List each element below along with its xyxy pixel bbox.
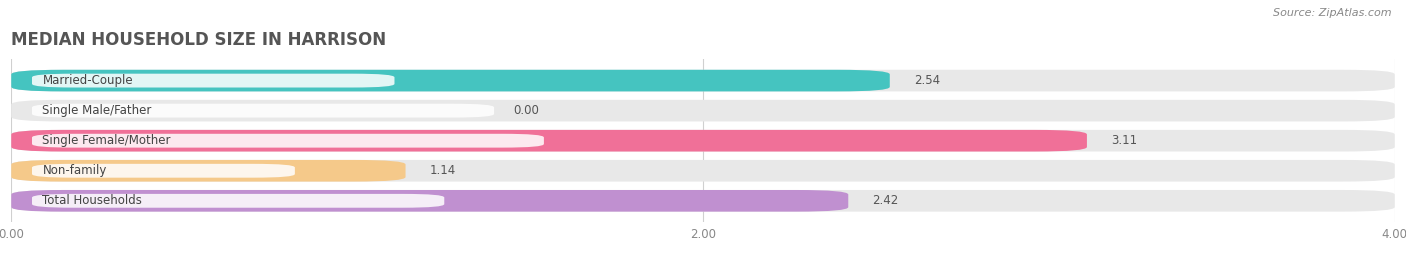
Text: 2.42: 2.42 — [873, 194, 898, 207]
Text: 3.11: 3.11 — [1111, 134, 1137, 147]
Text: 2.54: 2.54 — [914, 74, 941, 87]
Text: Non-family: Non-family — [42, 164, 107, 177]
FancyBboxPatch shape — [11, 190, 1395, 212]
FancyBboxPatch shape — [11, 100, 1395, 121]
FancyBboxPatch shape — [11, 70, 890, 91]
Text: Single Male/Father: Single Male/Father — [42, 104, 152, 117]
FancyBboxPatch shape — [32, 194, 444, 208]
Text: Married-Couple: Married-Couple — [42, 74, 134, 87]
FancyBboxPatch shape — [11, 130, 1395, 151]
FancyBboxPatch shape — [11, 130, 1087, 151]
Text: Single Female/Mother: Single Female/Mother — [42, 134, 172, 147]
FancyBboxPatch shape — [32, 164, 295, 178]
FancyBboxPatch shape — [32, 74, 395, 88]
FancyBboxPatch shape — [11, 160, 405, 182]
FancyBboxPatch shape — [32, 104, 494, 118]
FancyBboxPatch shape — [11, 160, 1395, 182]
FancyBboxPatch shape — [32, 134, 544, 148]
FancyBboxPatch shape — [11, 70, 1395, 91]
Text: 0.00: 0.00 — [513, 104, 538, 117]
FancyBboxPatch shape — [11, 190, 848, 212]
Text: MEDIAN HOUSEHOLD SIZE IN HARRISON: MEDIAN HOUSEHOLD SIZE IN HARRISON — [11, 31, 387, 49]
Text: Total Households: Total Households — [42, 194, 142, 207]
Text: Source: ZipAtlas.com: Source: ZipAtlas.com — [1274, 8, 1392, 18]
Text: 1.14: 1.14 — [430, 164, 456, 177]
